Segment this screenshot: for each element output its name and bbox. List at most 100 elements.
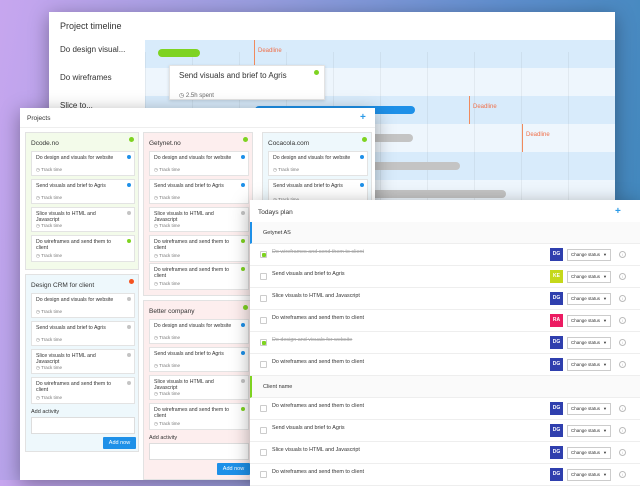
info-icon[interactable]: i xyxy=(619,361,626,368)
add-activity-input[interactable] xyxy=(149,443,249,460)
task-checkbox[interactable] xyxy=(260,449,267,456)
task-checkbox[interactable] xyxy=(260,251,267,258)
deadline-label: Deadline xyxy=(258,48,282,54)
track-time-label[interactable]: Track time xyxy=(159,335,180,340)
info-icon[interactable]: i xyxy=(619,339,626,346)
track-time-link[interactable]: ◷ Track time xyxy=(154,253,180,258)
task-card[interactable]: Slice visuals to HTML and Javascript ◷ Tr… xyxy=(149,375,249,400)
change-status-select[interactable]: Change status ▼ xyxy=(567,447,611,459)
track-time-link[interactable]: ◷ Track time xyxy=(36,337,62,342)
track-time-label[interactable]: Track time xyxy=(278,197,299,202)
task-card[interactable]: Send visuals and brief to Agris ◷ Track t… xyxy=(31,321,135,346)
task-card[interactable]: Do wireframes and send them to client ◷ T… xyxy=(31,377,135,404)
track-time-link[interactable]: ◷ Track time xyxy=(154,391,180,396)
add-activity-input[interactable] xyxy=(31,417,135,434)
todays-plan-window: Todays plan + Getynet AS Do wireframes an… xyxy=(250,200,640,486)
track-time-label[interactable]: Track time xyxy=(159,421,180,426)
track-time-label[interactable]: Track time xyxy=(278,167,299,172)
track-time-label[interactable]: Track time xyxy=(159,223,180,228)
task-checkbox[interactable] xyxy=(260,295,267,302)
track-time-label[interactable]: Track time xyxy=(159,391,180,396)
change-status-select[interactable]: Change status ▼ xyxy=(567,425,611,437)
task-card[interactable]: Do wireframes and send them to client ◷ T… xyxy=(31,235,135,262)
change-status-select[interactable]: Change status ▼ xyxy=(567,315,611,327)
track-time-label[interactable]: Track time xyxy=(41,337,62,342)
change-status-select[interactable]: Change status ▼ xyxy=(567,403,611,415)
track-time-label[interactable]: Track time xyxy=(159,195,180,200)
add-project-plus-icon[interactable]: + xyxy=(360,112,366,123)
task-card[interactable]: Do wireframes and send them to client ◷ T… xyxy=(149,235,249,262)
track-time-label[interactable]: Track time xyxy=(159,281,180,286)
track-time-link[interactable]: ◷ Track time xyxy=(36,395,62,400)
track-time-label[interactable]: Track time xyxy=(41,309,62,314)
task-card[interactable]: Do wireframes and send them to client ◷ T… xyxy=(149,403,249,430)
change-status-select[interactable]: Change status ▼ xyxy=(567,337,611,349)
track-time-link[interactable]: ◷ Track time xyxy=(154,421,180,426)
task-card[interactable]: Do design and visuals for website ◷ Track… xyxy=(31,151,135,176)
info-icon[interactable]: i xyxy=(619,295,626,302)
track-time-link[interactable]: ◷ Track time xyxy=(36,223,62,228)
task-card[interactable]: Slice visuals to HTML and Javascript ◷ Tr… xyxy=(31,349,135,374)
task-bar[interactable] xyxy=(299,162,460,170)
task-checkbox[interactable] xyxy=(260,405,267,412)
task-card[interactable]: Do design and visuals for website ◷ Track… xyxy=(268,151,368,176)
info-icon[interactable]: i xyxy=(619,449,626,456)
track-time-link[interactable]: ◷ Track time xyxy=(36,167,62,172)
info-icon[interactable]: i xyxy=(619,317,626,324)
task-checkbox[interactable] xyxy=(260,361,267,368)
change-status-select[interactable]: Change status ▼ xyxy=(567,271,611,283)
track-time-label[interactable]: Track time xyxy=(41,253,62,258)
task-card[interactable]: Do design and visuals for website ◷ Track… xyxy=(149,151,249,176)
info-icon[interactable]: i xyxy=(619,471,626,478)
task-checkbox[interactable] xyxy=(260,317,267,324)
task-checkbox[interactable] xyxy=(260,273,267,280)
track-time-link[interactable]: ◷ Track time xyxy=(36,253,62,258)
track-time-label[interactable]: Track time xyxy=(41,395,62,400)
track-time-link[interactable]: ◷ Track time xyxy=(154,363,180,368)
task-card[interactable]: Send visuals and brief to Agris ◷ Track t… xyxy=(149,347,249,372)
task-checkbox[interactable] xyxy=(260,427,267,434)
track-time-label[interactable]: Track time xyxy=(159,253,180,258)
track-time-link[interactable]: ◷ Track time xyxy=(273,197,299,203)
track-time-label[interactable]: Track time xyxy=(41,167,62,172)
track-time-link[interactable]: ◷ Track time xyxy=(154,223,180,228)
task-bar[interactable] xyxy=(158,49,200,57)
info-icon[interactable]: i xyxy=(619,427,626,434)
track-time-link[interactable]: ◷ Track time xyxy=(154,195,180,200)
task-card[interactable]: Slice visuals to HTML and Javascript ◷ Tr… xyxy=(31,207,135,232)
track-time-label[interactable]: Track time xyxy=(41,223,62,228)
task-card[interactable]: Do wireframes and send them to client ◷ T… xyxy=(149,263,249,290)
track-time-link[interactable]: ◷ Track time xyxy=(36,365,62,370)
task-card[interactable]: Slice visuals to HTML and Javascript ◷ Tr… xyxy=(149,207,249,232)
task-bar[interactable] xyxy=(367,190,506,198)
track-time-link[interactable]: ◷ Track time xyxy=(154,281,180,286)
track-time-link[interactable]: ◷ Track time xyxy=(154,167,180,172)
task-checkbox[interactable] xyxy=(260,471,267,478)
change-status-select[interactable]: Change status ▼ xyxy=(567,469,611,481)
task-card[interactable]: Do design and visuals for website ◷ Track… xyxy=(31,293,135,318)
info-icon[interactable]: i xyxy=(619,273,626,280)
track-time-link[interactable]: ◷ Track time xyxy=(273,167,299,172)
track-time-label[interactable]: Track time xyxy=(41,365,62,370)
projects-title: Projects xyxy=(27,115,51,122)
track-time-link[interactable]: ◷ Track time xyxy=(36,309,62,314)
track-time-link[interactable]: ◷ Track time xyxy=(36,195,62,200)
info-icon[interactable]: i xyxy=(619,405,626,412)
info-icon[interactable]: i xyxy=(619,251,626,258)
task-card[interactable]: Send visuals and brief to Agris ◷ Track t… xyxy=(149,179,249,204)
change-status-select[interactable]: Change status ▼ xyxy=(567,293,611,305)
track-time-label[interactable]: Track time xyxy=(159,363,180,368)
track-time-label[interactable]: Track time xyxy=(41,195,62,200)
add-plan-plus-icon[interactable]: + xyxy=(615,206,621,217)
task-card[interactable]: Send visuals and brief to Agris ◷ Track t… xyxy=(31,179,135,204)
track-time-link[interactable]: ◷ Track time xyxy=(154,335,180,340)
task-title: Slice visuals to HTML and Javascript xyxy=(36,353,96,365)
task-checkbox[interactable] xyxy=(260,339,267,346)
change-status-select[interactable]: Change status ▼ xyxy=(567,249,611,261)
change-status-select[interactable]: Change status ▼ xyxy=(567,359,611,371)
track-time-label[interactable]: Track time xyxy=(159,167,180,172)
task-card[interactable]: Do design and visuals for website ◷ Track… xyxy=(149,319,249,344)
plan-row: Do wireframes and send them to client DG C… xyxy=(250,464,640,486)
add-now-button[interactable]: Add now xyxy=(103,437,136,449)
add-now-button[interactable]: Add now xyxy=(217,463,250,475)
